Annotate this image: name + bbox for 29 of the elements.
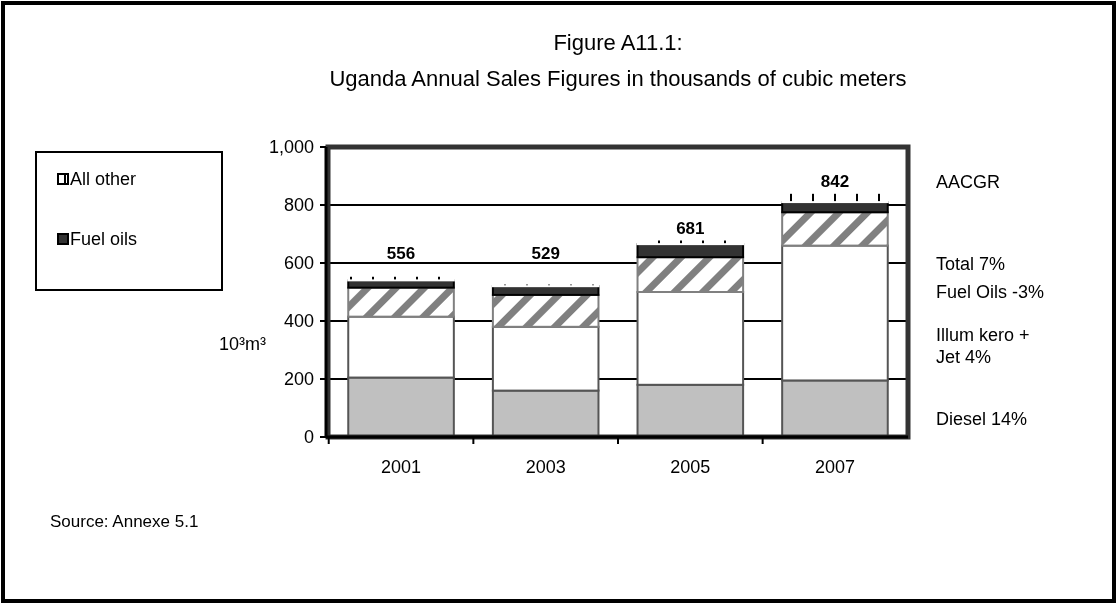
bar xyxy=(491,293,600,328)
total-label: 529 xyxy=(531,244,560,263)
legend-label: Fuel oils xyxy=(70,229,138,249)
y-tick-label: 0 xyxy=(303,427,314,448)
x-tick-label: 2001 xyxy=(381,457,422,477)
text: Fuel Oils -3% xyxy=(936,282,1045,302)
chart-subtitle: Uganda Annual Sales Figures in thousands of cubic meters xyxy=(329,66,907,91)
legend-label: All other xyxy=(70,169,137,189)
y-tick-label: 200 xyxy=(283,369,314,390)
x-tick-label: 2003 xyxy=(525,457,566,477)
x-tick-label: 2007 xyxy=(814,457,855,477)
total-label: 681 xyxy=(676,218,705,238)
bar xyxy=(347,286,455,318)
y-axis-title: 10³m³ xyxy=(218,334,266,354)
text: Diesel 14% xyxy=(936,409,1028,429)
y-tick-label: 400 xyxy=(283,311,314,332)
text: Illum kero + Jet 4% xyxy=(936,325,1030,367)
text: AACGR xyxy=(936,172,1001,192)
bar xyxy=(636,256,745,293)
y-tick-label: 800 xyxy=(283,195,314,216)
x-tick-label: 2005 xyxy=(670,457,711,477)
total-label: 842 xyxy=(820,171,850,191)
source-note: Source: Annexe 5.1 xyxy=(50,512,199,531)
y-tick-label: 1,000 xyxy=(268,137,314,158)
text: Total 7% xyxy=(936,254,1006,274)
total-label: 556 xyxy=(386,244,416,263)
bar xyxy=(781,211,889,247)
y-tick-label: 600 xyxy=(283,253,314,274)
chart-title: Figure A11.1: xyxy=(553,30,683,55)
